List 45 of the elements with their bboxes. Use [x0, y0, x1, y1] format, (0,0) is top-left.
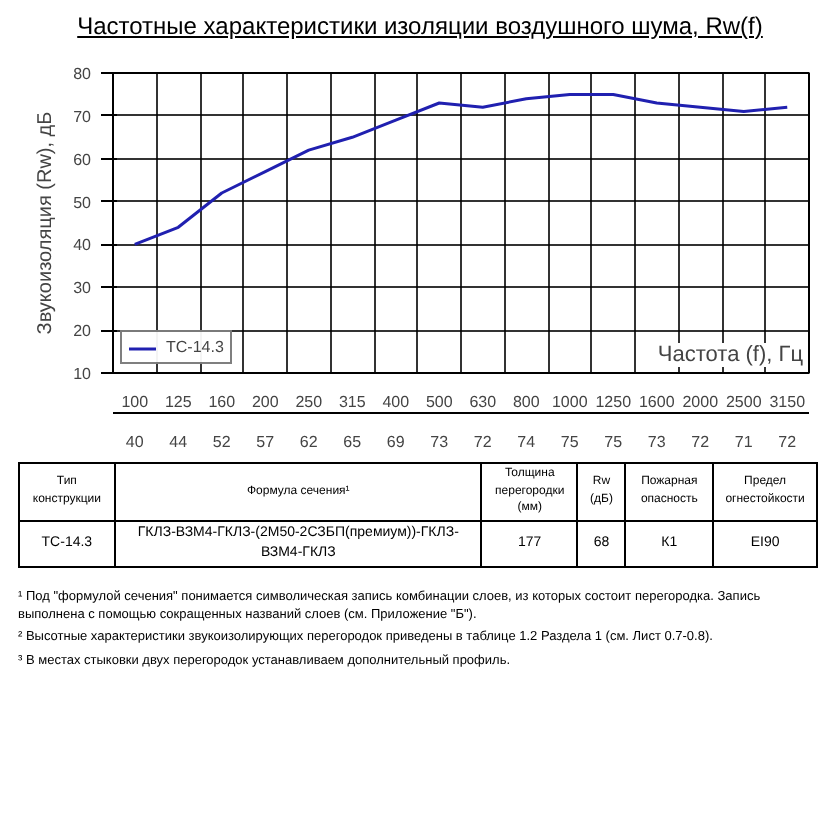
x-tick-label: 100 [121, 393, 150, 411]
x-tick-label: 1600 [638, 393, 676, 411]
x-tick-label: 500 [425, 393, 454, 411]
x-tick-label: 200 [251, 393, 280, 411]
y-tick-label: 80 [73, 65, 93, 83]
x-tick-label: 2500 [725, 393, 763, 411]
data-label: 72 [691, 433, 711, 451]
line-series [133, 92, 789, 246]
x-tick-label: 3150 [769, 393, 807, 411]
y-axis-title: Звукоизоляция (Rw), дБ [35, 110, 58, 335]
data-label: 57 [256, 433, 276, 451]
data-label: 40 [125, 433, 145, 451]
data-label: 75 [560, 433, 580, 451]
x-tick-label: 2000 [682, 393, 720, 411]
y-tick-label: 30 [73, 279, 93, 298]
data-label: 73 [430, 433, 450, 451]
legend-label: ТС-14.3 [166, 338, 224, 356]
y-tick-label: 40 [73, 236, 93, 255]
data-label: 62 [299, 433, 319, 451]
x-tick-label: 630 [469, 393, 498, 411]
data-label: 71 [734, 433, 754, 451]
x-axis-title: Частота (f), Гц [657, 343, 805, 367]
y-tick-label: 70 [73, 107, 93, 126]
y-tick-label: 20 [73, 322, 93, 341]
data-label: 65 [343, 433, 363, 451]
data-label: 73 [647, 433, 667, 451]
x-tick-label: 160 [208, 393, 237, 411]
y-tick-label: 60 [73, 150, 93, 169]
data-label: 52 [212, 433, 232, 451]
data-label: 75 [604, 433, 624, 451]
x-tick-label: 125 [164, 393, 193, 411]
data-label: 72 [778, 433, 798, 451]
x-tick-label: 1000 [551, 393, 589, 411]
x-tick-label: 1250 [595, 393, 633, 411]
x-tick-label: 400 [382, 393, 411, 411]
data-label: 74 [517, 433, 537, 451]
x-tick-label: 800 [512, 393, 541, 411]
data-label: 72 [473, 433, 493, 451]
y-tick-label: 10 [73, 365, 93, 383]
y-tick-label: 50 [73, 193, 93, 212]
data-label: 69 [386, 433, 406, 451]
x-tick-label: 315 [338, 393, 367, 411]
data-label: 44 [169, 433, 189, 451]
x-tick-label: 250 [295, 393, 324, 411]
chart-title: Частотные характеристики изоляции воздушного шума, Rw(f) [75, 10, 765, 44]
